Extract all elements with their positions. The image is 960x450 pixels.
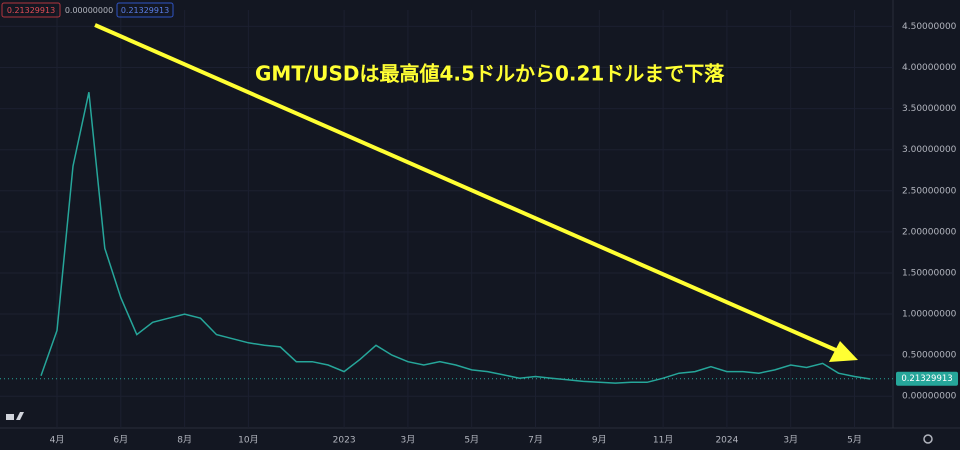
series (40, 92, 871, 384)
y-tick-label: 4.00000000 (902, 63, 957, 73)
x-tick-label: 10月 (238, 435, 258, 446)
x-tick-label: 3月 (401, 435, 416, 446)
grid (0, 10, 893, 428)
last-price-label: 0.21329913 (901, 374, 952, 384)
logo (6, 412, 24, 420)
y-tick-label: 0.00000000 (902, 392, 957, 402)
x-tick-label: 4月 (50, 435, 65, 446)
x-tick-label: 3月 (783, 435, 798, 446)
annotation: GMT/USDは最高値4.5ドルから0.21ドルまで下落 (255, 62, 725, 86)
arrow-head (829, 341, 858, 362)
y-tick-label: 4.50000000 (902, 22, 957, 32)
x-tick-label: 9月 (592, 435, 607, 446)
y-tick-label: 0.50000000 (902, 351, 957, 361)
y-tick-label: 3.00000000 (902, 145, 957, 155)
header-box (116, 2, 174, 18)
x-tick-label: 2023 (333, 436, 356, 446)
x-tick-label: 6月 (113, 435, 128, 446)
price-line (40, 92, 871, 384)
y-tick-label: 2.00000000 (902, 227, 957, 237)
y-tick-label: 2.50000000 (902, 186, 957, 196)
x-tick-label: 5月 (847, 435, 862, 446)
last-price-box (896, 371, 958, 386)
header-value: 0.00000000 (65, 6, 113, 15)
y-tick-label: 1.50000000 (902, 268, 957, 278)
x-tick-label: 2024 (715, 436, 738, 446)
y-tick-label: 1.00000000 (902, 310, 957, 320)
x-tick-label: 11月 (653, 435, 673, 446)
header-box (1, 2, 61, 18)
y-tick-label: 3.50000000 (902, 104, 957, 114)
header-value: 0.21329913 (121, 6, 169, 15)
trend-arrow (94, 23, 839, 353)
settings-icon[interactable] (923, 434, 933, 444)
header-value: 0.21329913 (7, 6, 55, 15)
x-tick-label: 5月 (464, 435, 479, 446)
x-tick-label: 7月 (528, 435, 543, 446)
x-tick-label: 8月 (177, 435, 192, 446)
